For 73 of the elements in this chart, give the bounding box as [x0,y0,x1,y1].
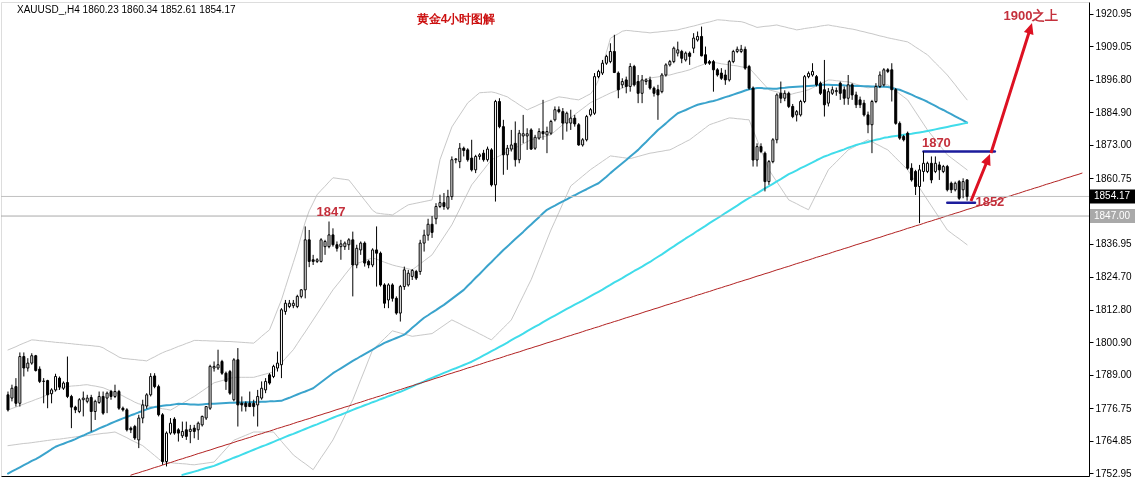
candlestick [125,407,129,432]
candlestick [458,142,462,169]
candlestick [81,391,85,417]
candlestick [89,394,93,432]
candlestick [470,139,474,172]
candlestick [256,389,260,428]
candlestick [937,161,941,181]
candlestick [216,349,220,371]
y-tick-label: 1909.05 [1095,40,1133,52]
candlestick [921,151,925,183]
candlestick [822,59,826,118]
ref-line-label: 1847.00 [1094,210,1131,222]
candlestick [640,74,644,104]
candlestick [965,179,969,202]
candlestick [101,391,105,416]
candlestick [569,109,573,131]
candlestick [929,155,933,184]
candlestick [105,391,109,414]
line-series [130,172,1083,476]
candlestick [918,164,922,224]
candlestick [945,164,949,192]
y-tick-label: 1812.80 [1095,304,1133,316]
candlestick [46,379,50,409]
candlestick [628,62,632,93]
candlestick [339,239,343,261]
candlestick [561,107,565,141]
candlestick [474,154,478,174]
candlestick [184,421,188,441]
candlestick [188,424,192,444]
text: 黄金4小时图解 [415,12,496,26]
candlestick [846,74,850,106]
chart-subtitle: XAUUSD_,H4 1860.23 1860.34 1852.61 1854.17 [17,4,236,15]
candlestick [914,169,918,196]
candlestick [838,81,842,101]
candlestick [565,111,569,133]
candlestick [711,59,715,93]
y-tick-label: 1836.95 [1095,238,1133,250]
candlestick [363,240,367,268]
candlestick [375,225,379,288]
candlestick [541,99,545,141]
candlestick [442,192,446,211]
candlestick [826,87,830,107]
candlestick [529,127,533,151]
candlestick [386,282,390,309]
candlestick [585,114,589,142]
candlestick [842,85,846,106]
line-series [181,121,969,476]
y-tick-label: 1752.95 [1095,467,1133,479]
y-tick-label: 1776.75 [1095,402,1133,414]
y-tick-label: 1764.85 [1095,435,1133,447]
candlestick [957,179,961,201]
candlestick [117,389,121,411]
candlestick [371,247,375,268]
candlestick [319,237,323,264]
candlestick [961,177,965,199]
candlestick [692,32,696,54]
candlestick [331,227,335,248]
annotation: 1847 [316,203,346,219]
y-tick-label: 1824.70 [1095,271,1133,283]
candlestick [513,120,517,168]
y-tick-label: 1884.90 [1095,106,1133,118]
y-tick-label: 1860.75 [1095,172,1133,184]
y-tick-label: 1789.00 [1095,369,1133,381]
ref-line-label: 1854.17 [1094,190,1131,202]
annotation: 1870 [921,134,951,150]
y-tick-label: 1896.80 [1095,74,1133,86]
y-tick-label: 1873.00 [1095,139,1133,151]
candlestick [882,67,886,87]
y-tick-label: 1920.95 [1095,8,1133,20]
y-tick-label: 1800.90 [1095,336,1133,348]
candlestick [577,122,581,147]
annotation: 1900之上 [1003,8,1059,23]
candlestick [525,127,529,151]
